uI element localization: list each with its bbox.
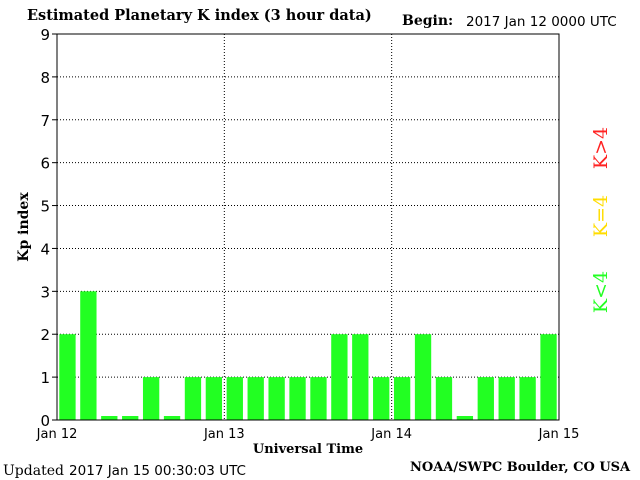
kp-bar	[393, 377, 411, 420]
y-tick-label: 8	[40, 69, 50, 87]
y-tick-label: 3	[40, 283, 50, 301]
y-tick-label: 9	[40, 26, 50, 44]
updated-value: 2017 Jan 15 00:30:03 UTC	[69, 463, 246, 479]
y-tick-label: 7	[40, 112, 50, 130]
kp-bar	[540, 334, 557, 420]
kp-bar	[163, 416, 181, 420]
updated-label: Updated	[3, 463, 64, 479]
x-tick-label: Jan 12	[36, 427, 78, 442]
kp-bar	[498, 377, 515, 420]
kp-bar	[310, 377, 327, 420]
y-tick-label: 4	[40, 240, 50, 258]
kp-bar	[352, 334, 369, 420]
begin-value: 2017 Jan 12 0000 UTC	[466, 14, 617, 30]
kp-bar	[247, 377, 264, 420]
kp-bar	[331, 334, 348, 420]
kp-bar	[184, 377, 202, 420]
kp-bar	[456, 416, 474, 420]
x-tick-label: Jan 13	[203, 427, 245, 442]
kp-bar	[142, 377, 160, 420]
y-tick-label: 5	[40, 198, 50, 216]
updated-timestamp: Updated 2017 Jan 15 00:30:03 UTC	[3, 460, 246, 479]
legend-k-equal-4: K=4	[590, 195, 612, 237]
kp-bar	[289, 377, 306, 420]
y-tick-label: 2	[40, 326, 50, 344]
kp-bar	[414, 334, 432, 420]
begin-label: Begin:	[402, 13, 454, 29]
chart-title: Estimated Planetary K index (3 hour data…	[27, 7, 372, 24]
kp-bar	[59, 334, 76, 420]
x-tick-label: Jan 15	[538, 427, 580, 442]
plot-frame	[56, 33, 560, 421]
kp-bar	[373, 377, 390, 420]
y-tick-label: 6	[40, 155, 50, 173]
kp-bar	[477, 377, 494, 420]
kp-bar	[268, 377, 285, 420]
x-tick-label: Jan 14	[370, 427, 412, 442]
legend-k-less-4: K<4	[590, 271, 612, 313]
kp-bar	[205, 377, 223, 420]
kp-bar	[122, 416, 139, 420]
y-axis-label: Kp index	[16, 192, 32, 262]
y-tick-label: 1	[40, 369, 50, 387]
kp-bar	[101, 416, 118, 420]
kp-bar	[519, 377, 536, 420]
kp-bar	[226, 377, 243, 420]
credit-text: NOAA/SWPC Boulder, CO USA	[410, 460, 631, 475]
legend-k-greater-4: K>4	[590, 127, 612, 169]
y-tick-label: 0	[40, 412, 50, 430]
kp-bar	[80, 291, 97, 420]
kp-bar	[435, 377, 453, 420]
x-axis-label: Universal Time	[253, 442, 363, 457]
